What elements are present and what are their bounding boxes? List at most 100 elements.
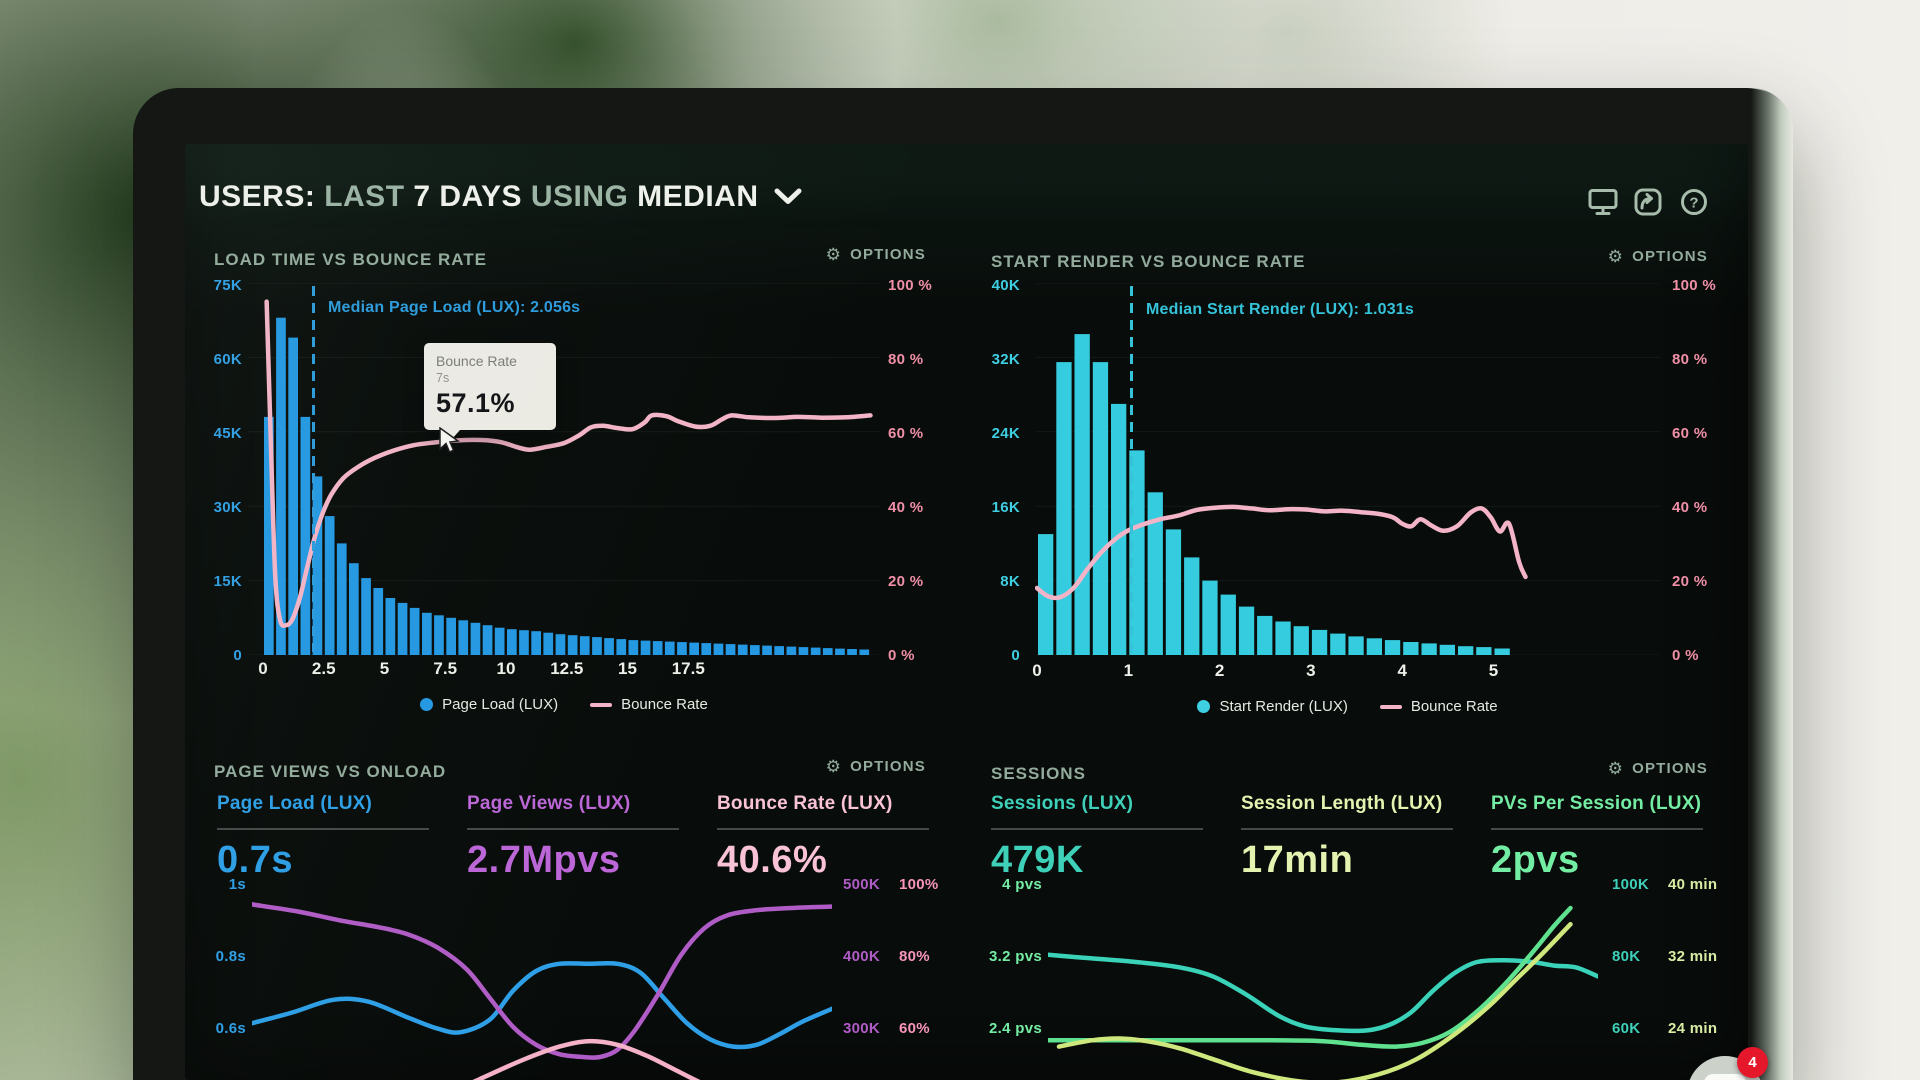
chart-page-views-vs-onload — [252, 902, 832, 1080]
line-series — [1048, 952, 1598, 1034]
tooltip-subtitle: 7s — [436, 371, 450, 385]
median-label-start-render: Median Start Render (LUX): 1.031s — [1146, 301, 1414, 318]
options-label: OPTIONS — [850, 246, 926, 263]
axis-tick: 24K — [991, 425, 1020, 442]
axis-tick: 40 % — [1672, 499, 1708, 516]
title-segment: MEDIAN — [637, 180, 759, 213]
bar — [822, 648, 833, 655]
axis-tick: 8K — [1000, 573, 1020, 590]
chat-bubble-icon — [1704, 1074, 1746, 1080]
legend-item[interactable]: Page Load (LUX) — [420, 696, 558, 713]
axis-tick: 0.8s — [215, 948, 246, 965]
panel-title-page-views: PAGE VIEWS VS ONLOAD — [214, 762, 447, 781]
axis-tick: 7.5 — [433, 659, 458, 678]
bar — [1293, 626, 1309, 655]
options-button-load-time[interactable]: ⚙ OPTIONS — [826, 246, 926, 263]
bar — [798, 647, 809, 655]
chart-load-time-vs-bounce-rate — [248, 283, 880, 655]
bar — [1111, 403, 1127, 655]
metrics-page-views: Page Load (LUX) 0.7s Page Views (LUX) 2.7Mp… — [217, 793, 929, 882]
bar — [664, 641, 675, 655]
metric-label: Sessions (LUX) — [991, 793, 1134, 814]
x-axis-start-render: 0 1 2 3 4 5 — [1032, 661, 1660, 683]
axis-tick: 2.5 — [311, 659, 336, 678]
metric: Sessions (LUX) 479K — [991, 793, 1203, 882]
line-series — [1048, 905, 1573, 1049]
legend-item[interactable]: Bounce Rate — [1379, 698, 1498, 715]
bar — [531, 631, 541, 655]
axis-tick: 17.5 — [671, 659, 705, 678]
line-series — [1035, 504, 1528, 601]
legend-item[interactable]: Bounce Rate — [590, 696, 708, 713]
panel-title-start-render: START RENDER VS BOUNCE RATE — [991, 252, 1306, 271]
bar — [1330, 633, 1346, 655]
legend-marker-dot — [420, 698, 434, 711]
bar — [1311, 629, 1328, 655]
bar — [446, 617, 456, 655]
bar — [555, 634, 566, 655]
share-icon[interactable] — [1634, 188, 1664, 216]
dashboard-screen — [185, 144, 1748, 1080]
axis-tick: 32 min — [1668, 948, 1718, 965]
bar — [616, 639, 627, 655]
bar — [312, 476, 323, 655]
panel-title-load-time: LOAD TIME VS BOUNCE RATE — [214, 250, 488, 269]
options-button-page-views[interactable]: ⚙ OPTIONS — [826, 758, 926, 775]
axis-tick: 0 — [1011, 647, 1020, 664]
axis-tick: 80 % — [1672, 351, 1708, 368]
bar — [1458, 646, 1474, 655]
metric-value: 2.7Mpvs — [467, 839, 621, 881]
bar — [810, 647, 821, 655]
line-series — [1056, 921, 1573, 1080]
bar — [543, 632, 554, 655]
tooltip-value: 57.1% — [436, 388, 516, 418]
users-median-dropdown[interactable]: USERS: LAST 7 DAYS USING MEDIAN — [199, 180, 803, 214]
axis-tick: 30K — [213, 499, 242, 516]
chevron-down-icon — [774, 188, 802, 204]
axis-tick: 60K — [213, 351, 242, 368]
metric-label: Session Length (LUX) — [1241, 793, 1443, 814]
metric: Page Views (LUX) 2.7Mpvs — [467, 793, 679, 882]
bar — [750, 645, 760, 655]
axis-tick: 300K — [843, 1020, 881, 1037]
bar — [1384, 640, 1401, 655]
gear-icon: ⚙ — [1607, 247, 1625, 266]
bar — [847, 649, 857, 655]
bar — [677, 642, 687, 655]
axis-tick: 400K — [843, 948, 881, 965]
axis-tick: 45K — [213, 425, 242, 442]
metric-label: Page Views (LUX) — [467, 793, 631, 814]
axis-tick: 0 — [233, 647, 242, 664]
legend-item[interactable]: Start Render (LUX) — [1197, 698, 1348, 715]
bar — [1476, 647, 1492, 655]
bar — [507, 629, 517, 655]
bar — [1421, 643, 1437, 655]
axis-tick: 15 — [618, 659, 637, 678]
line-series — [252, 902, 832, 1060]
bar — [458, 620, 469, 655]
metric-value: 0.7s — [217, 839, 293, 881]
bar — [652, 641, 663, 655]
bar — [689, 642, 699, 655]
options-button-start-render[interactable]: ⚙ OPTIONS — [1608, 248, 1708, 265]
bar — [1366, 638, 1382, 655]
bar — [482, 625, 493, 655]
bar — [1165, 529, 1182, 655]
axis-tick: 1s — [228, 876, 246, 893]
median-line-load-time — [312, 286, 315, 652]
axis-tick: 24 min — [1668, 1020, 1718, 1037]
options-button-sessions[interactable]: ⚙ OPTIONS — [1608, 760, 1708, 777]
bar — [713, 643, 724, 655]
axis-tick: 100 % — [1672, 277, 1717, 294]
bar — [1092, 362, 1109, 655]
metric: Session Length (LUX) 17min — [1241, 793, 1453, 882]
help-icon[interactable]: ? — [1680, 188, 1710, 216]
options-label: OPTIONS — [850, 758, 926, 775]
axis-tick: 40K — [991, 277, 1020, 294]
bar — [264, 416, 274, 655]
bar — [835, 648, 845, 655]
bar — [1074, 334, 1090, 655]
display-icon[interactable] — [1588, 188, 1618, 216]
